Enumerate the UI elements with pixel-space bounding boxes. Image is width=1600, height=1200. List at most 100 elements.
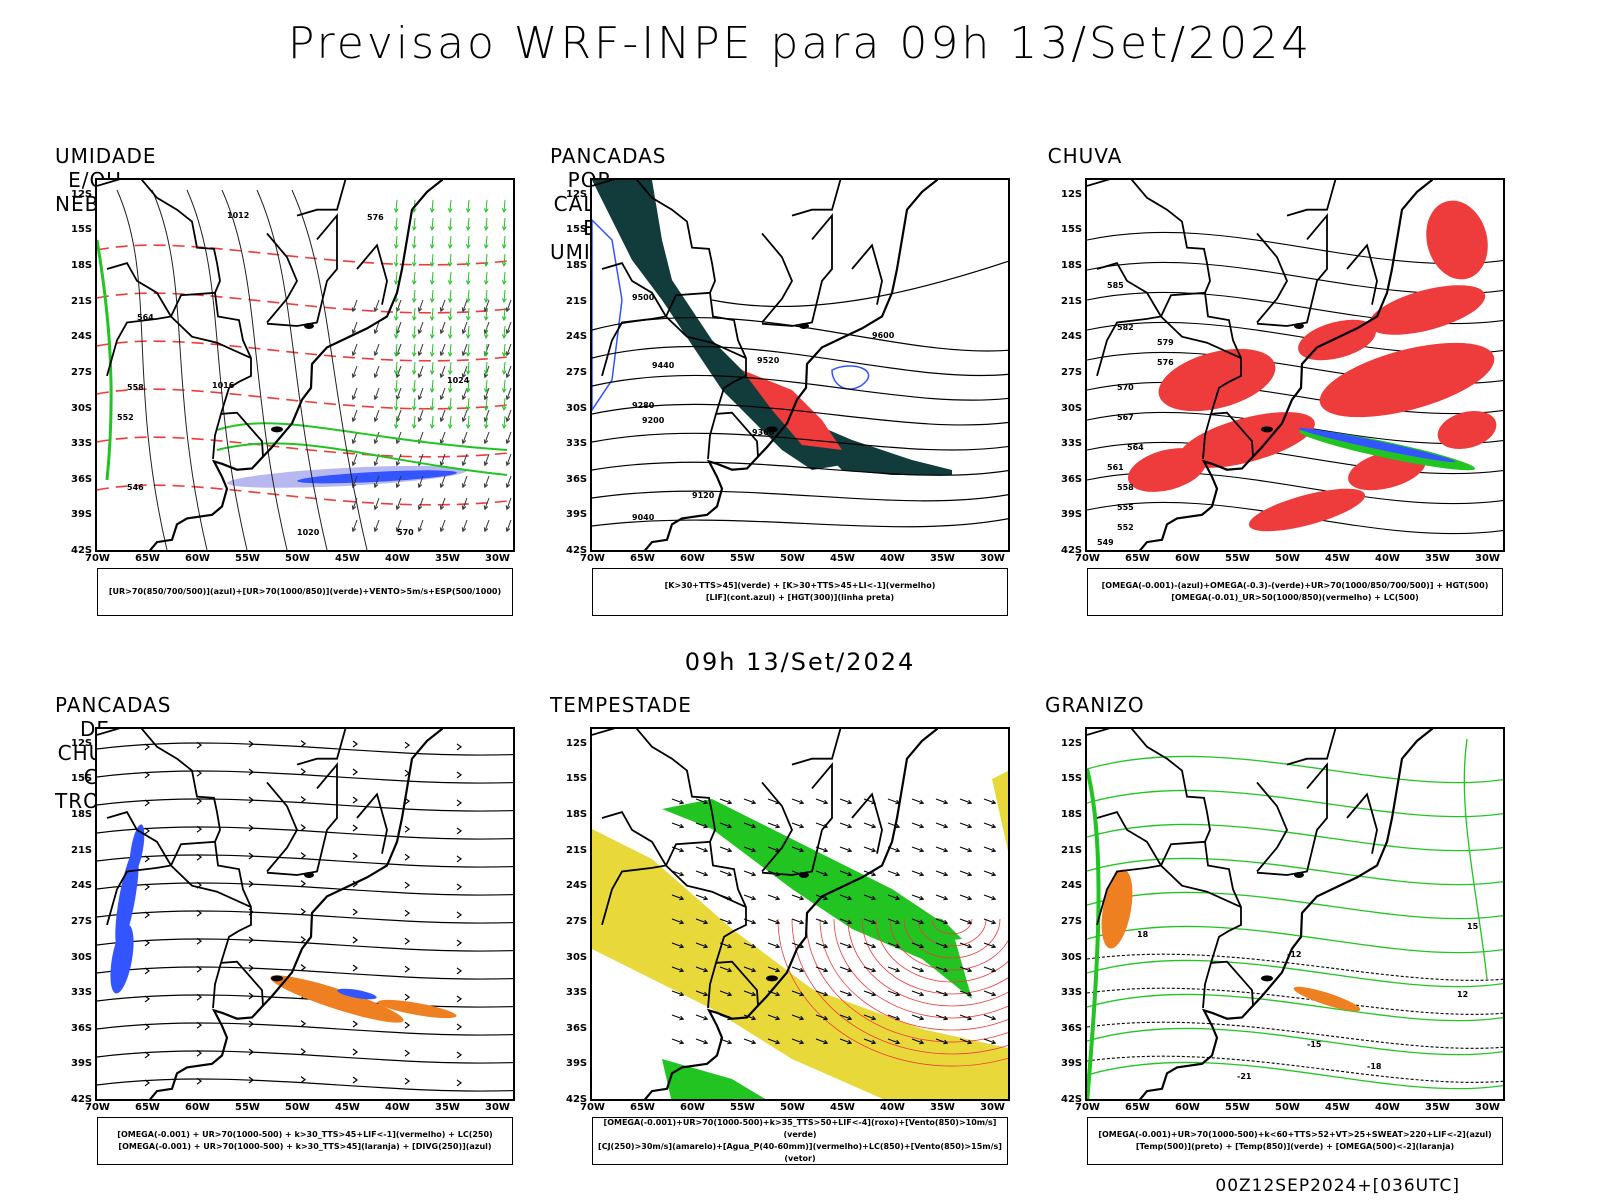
longitude-tick-label: 50W bbox=[780, 553, 805, 564]
legend-line: [OMEGA(-0.001)+UR>70(1000-500)+k<60+TTS>… bbox=[1098, 1130, 1492, 1139]
longitude-tick-label: 35W bbox=[930, 553, 955, 564]
latitude-tick-label: 12S bbox=[1061, 188, 1083, 200]
longitude-tick-label: 35W bbox=[1425, 553, 1450, 564]
contour-label: 9520 bbox=[757, 356, 780, 365]
latitude-tick-label: 21S bbox=[566, 844, 588, 856]
latitude-tick-label: 33S bbox=[566, 987, 588, 999]
contour-label: 9360 bbox=[752, 428, 775, 437]
latitude-tick-label: 12S bbox=[566, 737, 588, 749]
latitude-tick-label: 33S bbox=[1061, 987, 1083, 999]
latitude-tick-label: 30S bbox=[1061, 951, 1083, 963]
legend-line: [CJ(250)>30m/s](amarelo)+[Agua_P(40-60mm… bbox=[598, 1142, 1002, 1163]
contour-label: 564 bbox=[137, 313, 154, 322]
latitude-tick-label: 12S bbox=[566, 188, 588, 200]
main-title: Previsao WRF-INPE para 09h 13/Set/2024 bbox=[287, 18, 1313, 69]
legend-line: [OMEGA(-0.01)_UR>50(1000/850)(vermelho) … bbox=[1171, 593, 1419, 602]
contour-label: 18 bbox=[1137, 930, 1149, 939]
longitude-tick-label: 45W bbox=[335, 1102, 360, 1113]
contour-label: 570 bbox=[397, 528, 414, 537]
panel-title: GRANIZO bbox=[1045, 693, 1145, 717]
legend-line: [Temp(500)](preto) + [Temp(850)](verde) … bbox=[1135, 1142, 1455, 1151]
panel-title: TEMPESTADE bbox=[550, 693, 692, 717]
forecast-map: 1012 1016 1020 1024 576 570 564 558 552 546 bbox=[95, 178, 515, 552]
latitude-tick-label: 18S bbox=[1061, 260, 1083, 272]
latitude-tick-label: 21S bbox=[1061, 295, 1083, 307]
longitude-tick-label: 70W bbox=[85, 553, 110, 564]
legend-line: [OMEGA(-0.001)+UR>70(1000-500)+k>35_TTS>… bbox=[603, 1118, 997, 1139]
panel-legend: [K>30+TTS>45](verde) + [K>30+TTS>45+LI<-… bbox=[592, 568, 1008, 616]
contour-label: 1012 bbox=[227, 211, 249, 220]
longitude-tick-label: 45W bbox=[830, 1102, 855, 1113]
longitude-tick-label: 50W bbox=[285, 553, 310, 564]
longitude-tick-label: 30W bbox=[980, 1102, 1005, 1113]
latitude-tick-label: 18S bbox=[71, 260, 93, 272]
contour-label: 9280 bbox=[632, 401, 655, 410]
latitude-tick-label: 36S bbox=[1061, 1022, 1083, 1034]
latitude-tick-label: 24S bbox=[71, 331, 93, 343]
latitude-tick-label: 18S bbox=[71, 809, 93, 821]
longitude-tick-label: 55W bbox=[730, 1102, 755, 1113]
longitude-tick-label: 70W bbox=[85, 1102, 110, 1113]
longitude-tick-label: 70W bbox=[580, 1102, 605, 1113]
longitude-tick-label: 40W bbox=[385, 553, 410, 564]
panel-legend: [OMEGA(-0.001) + UR>70(1000-500) + k>30_… bbox=[97, 1117, 513, 1165]
latitude-tick-label: 12S bbox=[1061, 737, 1083, 749]
latitude-tick-label: 42S bbox=[566, 545, 588, 556]
longitude-tick-label: 60W bbox=[680, 553, 705, 564]
forecast-map: 9600 9520 9440 9360 9280 9200 9120 9040 9500 bbox=[590, 178, 1010, 552]
contour-label: 579 bbox=[1157, 338, 1174, 347]
latitude-tick-label: 15S bbox=[71, 773, 93, 785]
latitude-tick-label: 42S bbox=[71, 545, 93, 556]
longitude-tick-label: 60W bbox=[1175, 1102, 1200, 1113]
latitude-tick-label: 30S bbox=[566, 951, 588, 963]
longitude-tick-label: 45W bbox=[1325, 553, 1350, 564]
latitude-tick-label: 27S bbox=[71, 366, 93, 378]
latitude-tick-label: 36S bbox=[1061, 473, 1083, 485]
contour-label: 9500 bbox=[632, 293, 655, 302]
latitude-tick-label: 36S bbox=[71, 473, 93, 485]
latitude-tick-label: 33S bbox=[71, 438, 93, 450]
contour-label: 1024 bbox=[447, 376, 470, 385]
latitude-tick-label: 30S bbox=[71, 402, 93, 414]
latitude-tick-label: 39S bbox=[566, 1058, 588, 1070]
longitude-tick-label: 70W bbox=[1075, 1102, 1100, 1113]
latitude-tick-label: 33S bbox=[1061, 438, 1083, 450]
latitude-tick-label: 24S bbox=[1061, 880, 1083, 892]
longitude-tick-label: 50W bbox=[780, 1102, 805, 1113]
latitude-tick-label: 30S bbox=[566, 402, 588, 414]
forecast-map: -12 -15 -18 -21 12 15 18 bbox=[1085, 727, 1505, 1101]
latitude-tick-label: 33S bbox=[71, 987, 93, 999]
latitude-tick-label: 18S bbox=[1061, 809, 1083, 821]
latitude-tick-label: 27S bbox=[566, 366, 588, 378]
longitude-tick-label: 50W bbox=[285, 1102, 310, 1113]
latitude-tick-label: 21S bbox=[71, 844, 93, 856]
contour-label: 576 bbox=[367, 213, 384, 222]
latitude-tick-label: 24S bbox=[71, 880, 93, 892]
forecast-date: 09h 13/Set/2024 bbox=[684, 648, 916, 676]
longitude-tick-label: 50W bbox=[1275, 1102, 1300, 1113]
latitude-tick-label: 21S bbox=[566, 295, 588, 307]
longitude-tick-label: 45W bbox=[830, 553, 855, 564]
contour-label: 9440 bbox=[652, 361, 675, 370]
latitude-tick-label: 42S bbox=[1061, 545, 1083, 556]
longitude-tick-label: 60W bbox=[185, 553, 210, 564]
longitude-tick-label: 65W bbox=[1125, 553, 1150, 564]
contour-label: 570 bbox=[1117, 383, 1134, 392]
longitude-tick-label: 35W bbox=[435, 1102, 460, 1113]
latitude-tick-label: 27S bbox=[71, 915, 93, 927]
latitude-tick-label: 18S bbox=[566, 809, 588, 821]
latitude-tick-label: 15S bbox=[71, 224, 93, 236]
latitude-tick-label: 30S bbox=[71, 951, 93, 963]
latitude-tick-label: 39S bbox=[566, 509, 588, 521]
longitude-tick-label: 30W bbox=[485, 1102, 510, 1113]
longitude-tick-label: 30W bbox=[1475, 553, 1500, 564]
run-timestamp: 00Z12SEP2024+[036UTC] bbox=[1215, 1176, 1460, 1196]
longitude-tick-label: 55W bbox=[235, 553, 260, 564]
contour-label: 1020 bbox=[297, 528, 320, 537]
longitude-tick-label: 40W bbox=[880, 553, 905, 564]
contour-label: 558 bbox=[1117, 483, 1134, 492]
longitude-tick-label: 70W bbox=[1075, 553, 1100, 564]
latitude-tick-label: 36S bbox=[566, 1022, 588, 1034]
latitude-tick-label: 24S bbox=[566, 880, 588, 892]
longitude-tick-label: 55W bbox=[235, 1102, 260, 1113]
